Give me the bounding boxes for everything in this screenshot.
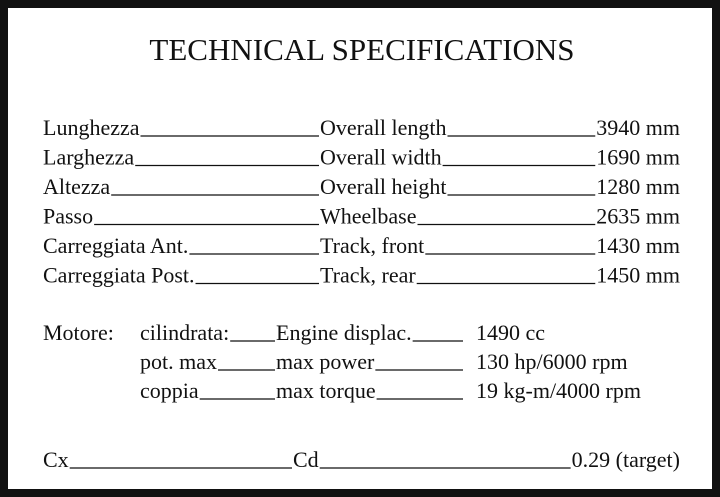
english-label: max power [276,349,375,374]
italian-label: pot. max [140,349,217,374]
italian-label: Lunghezza [43,115,140,140]
spec-value: 1690 mm [596,145,680,170]
engine-label: Motore: [43,320,114,345]
english-label: Track, front [320,233,424,258]
title: TECHNICAL SPECIFICATIONS [149,32,574,67]
spec-value: 130 hp/6000 rpm [476,349,628,374]
italian-label: Altezza [43,174,110,199]
english-label: Overall height [320,174,446,199]
english-label: Overall length [320,115,446,140]
italian-label: Cx [43,447,69,472]
english-label: max torque [276,378,376,403]
spec-value: 3940 mm [596,115,680,140]
italian-label: cilindrata: [140,320,229,345]
english-label: Track, rear [320,263,416,288]
spec-value: 1430 mm [596,233,680,258]
spec-value: 2635 mm [596,204,680,229]
spec-value: 1450 mm [596,263,680,288]
spec-value: 19 kg-m/4000 rpm [476,378,641,403]
spec-value: 1280 mm [596,174,680,199]
english-label: Overall width [320,145,442,170]
spec-value: 0.29 (target) [572,447,680,472]
italian-label: coppia [140,378,199,403]
italian-label: Passo [43,204,93,229]
spec-value: 1490 cc [476,320,545,345]
english-label: Wheelbase [320,204,417,229]
italian-label: Carreggiata Ant. [43,233,188,258]
english-label: Engine displac. [276,320,412,345]
italian-label: Larghezza [43,145,134,170]
english-label: Cd [293,447,319,472]
italian-label: Carreggiata Post. [43,263,195,288]
